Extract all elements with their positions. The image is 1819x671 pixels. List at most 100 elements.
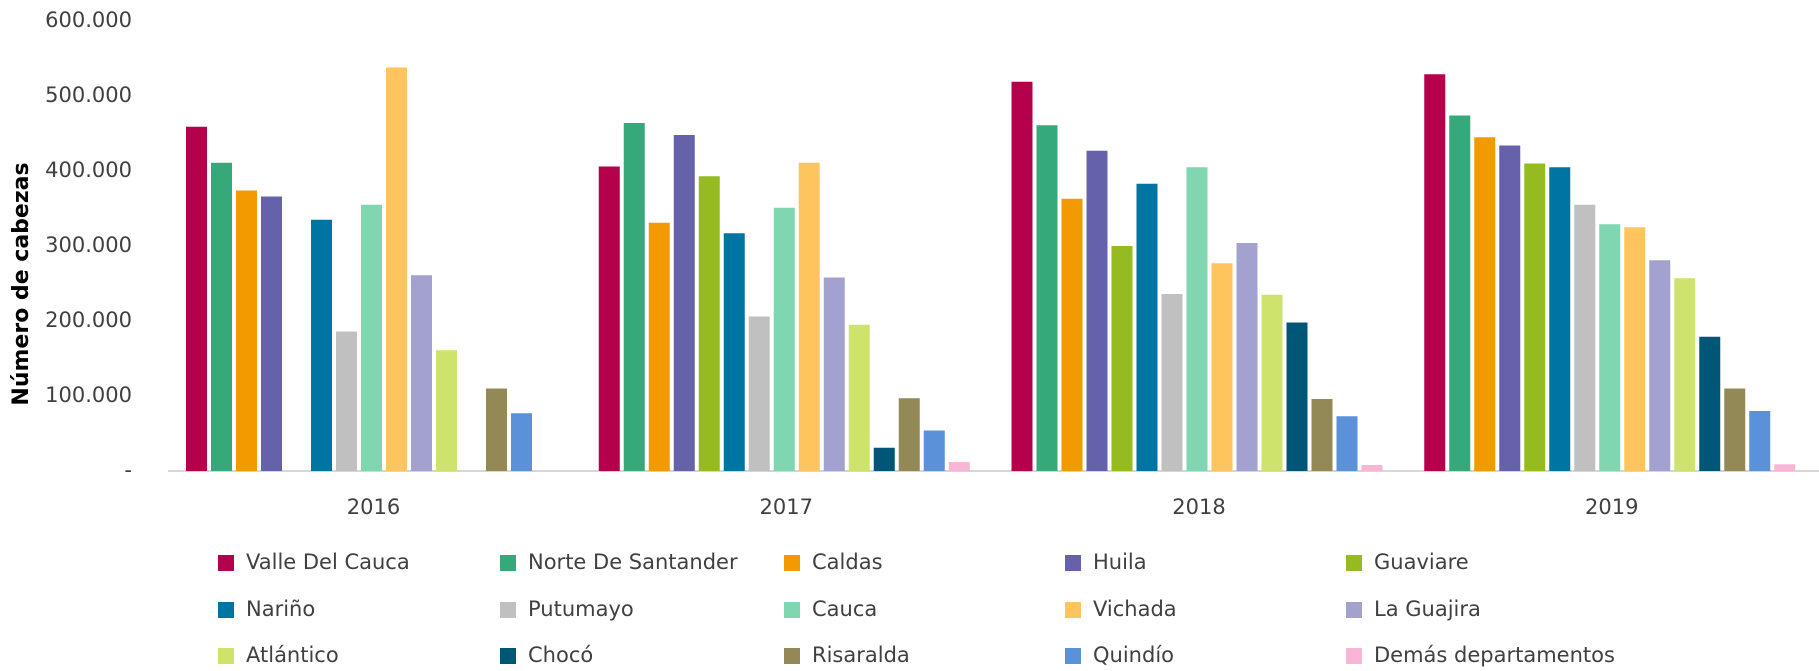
legend-swatch: [1065, 555, 1081, 571]
bar: [1261, 294, 1283, 471]
legend-swatch: [1346, 555, 1362, 571]
legend-label: Norte De Santander: [528, 550, 738, 574]
bar: [236, 190, 257, 471]
legend-label: Putumayo: [528, 597, 634, 621]
bar: [361, 204, 382, 471]
bar: [773, 207, 795, 471]
bar: [1186, 167, 1208, 471]
legend-label: Caldas: [812, 550, 883, 574]
legend-swatch: [784, 555, 800, 571]
x-tick-label: 2018: [1172, 495, 1225, 519]
legend-swatch: [218, 555, 234, 571]
legend-swatch: [500, 648, 516, 664]
bar: [923, 430, 945, 471]
bar: [386, 67, 407, 471]
bar: [748, 316, 770, 471]
bar: [1161, 294, 1183, 471]
bar: [1674, 278, 1696, 471]
bar: [723, 233, 745, 471]
legend-swatch: [218, 648, 234, 664]
bar: [1111, 246, 1133, 471]
bar: [1499, 145, 1521, 471]
bar: [1524, 163, 1546, 471]
bar: [311, 219, 332, 471]
bar: [673, 135, 695, 471]
x-tick-label: 2019: [1585, 495, 1638, 519]
bar: [948, 462, 970, 471]
legend-swatch: [1346, 648, 1362, 664]
bar: [411, 275, 432, 471]
bar: [1361, 465, 1383, 471]
y-tick-label: 300.000: [45, 233, 132, 257]
y-tick-label: 600.000: [45, 8, 132, 32]
bar: [486, 388, 507, 471]
legend-label: Demás departamentos: [1374, 643, 1615, 667]
bar: [1549, 167, 1571, 471]
legend-swatch: [500, 555, 516, 571]
bar: [1649, 260, 1671, 471]
bar: [1574, 204, 1596, 471]
legend-swatch: [1065, 648, 1081, 664]
bar: [1624, 227, 1646, 471]
legend-swatch: [218, 602, 234, 618]
bar: [698, 176, 720, 471]
legend-label: Cauca: [812, 597, 877, 621]
bar: [1011, 81, 1033, 471]
legend-swatch: [1065, 602, 1081, 618]
bar: [1211, 263, 1233, 471]
bar: [1599, 224, 1621, 471]
legend-label: Quindío: [1093, 643, 1174, 667]
bar: [186, 126, 207, 471]
bar: [1724, 388, 1746, 471]
bar: [261, 196, 282, 471]
legend-label: Chocó: [528, 643, 593, 667]
bar: [1286, 322, 1308, 471]
bar: [1749, 411, 1771, 471]
bar: [1136, 183, 1158, 471]
bar: [648, 222, 670, 471]
bar: [1424, 74, 1446, 471]
legend-swatch: [500, 602, 516, 618]
legend-label: Risaralda: [812, 643, 910, 667]
legend-label: Guaviare: [1374, 550, 1469, 574]
bar: [798, 162, 820, 471]
legend-label: La Guajira: [1374, 597, 1481, 621]
bar: [873, 447, 895, 471]
bar: [1474, 137, 1496, 471]
legend-swatch: [1346, 602, 1362, 618]
bar: [336, 331, 357, 471]
y-axis-title: Número de cabezas: [9, 162, 34, 405]
y-tick-label: 200.000: [45, 308, 132, 332]
bar: [1236, 243, 1258, 471]
bar: [623, 123, 645, 471]
y-tick-label: 100.000: [45, 383, 132, 407]
bar: [823, 277, 845, 471]
bar: [1086, 150, 1108, 471]
bar: [1036, 125, 1058, 471]
legend-label: Nariño: [246, 597, 315, 621]
legend-label: Huila: [1093, 550, 1147, 574]
y-tick-label: 400.000: [45, 158, 132, 182]
bar: [511, 413, 532, 471]
legend-label: Atlántico: [246, 643, 339, 667]
y-tick-label: -: [124, 458, 132, 482]
legend-label: Vichada: [1093, 597, 1177, 621]
legend-swatch: [784, 648, 800, 664]
legend-label: Valle Del Cauca: [246, 550, 410, 574]
bar: [436, 350, 457, 471]
bar: [1449, 115, 1471, 471]
bar: [848, 324, 870, 471]
bar: [211, 162, 232, 471]
bar: [1061, 198, 1083, 471]
bar: [1311, 399, 1333, 471]
bar: [1336, 416, 1358, 471]
legend-swatch: [784, 602, 800, 618]
y-tick-label: 500.000: [45, 83, 132, 107]
bar: [598, 166, 620, 471]
bar: [898, 398, 920, 471]
x-tick-label: 2016: [347, 495, 400, 519]
x-tick-label: 2017: [760, 495, 813, 519]
bar: [1699, 336, 1721, 471]
bar: [1774, 464, 1796, 471]
